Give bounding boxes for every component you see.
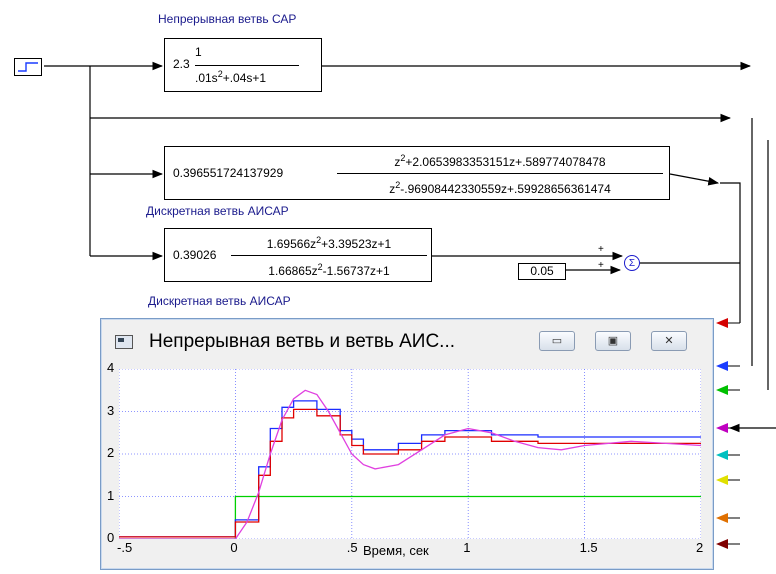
discrete-transfer-block-2[interactable]: 0.39026 1.69566z2+3.39523z+1 1.66865z2-1…	[164, 228, 432, 282]
scope-app-icon	[115, 335, 133, 349]
series-line-3	[119, 408, 701, 538]
y-tick-label: 0	[107, 530, 115, 545]
discrete2-fraction-bar	[231, 255, 427, 256]
series-line-1	[119, 495, 701, 539]
y-tick-label: 2	[107, 445, 115, 460]
x-tick-label: 2	[696, 540, 704, 555]
label-discrete-branch-2: Дискретная ветвь АИСАР	[148, 294, 291, 308]
scope-port-7	[716, 513, 728, 523]
wire-discrete1-out	[669, 173, 720, 186]
scope-port-6	[716, 475, 728, 485]
discrete-transfer-block-1[interactable]: 0.396551724137929 z2+2.0653983353151z+.5…	[164, 146, 670, 200]
sum-block[interactable]: Σ	[624, 255, 640, 271]
discrete1-fraction: z2+2.0653983353151z+.589774078478 z2-.96…	[337, 151, 663, 196]
scope-plot	[119, 369, 701, 539]
scope-window[interactable]: Непрерывная ветвь и ветвь АИС... ▭ ▣ ✕ -…	[100, 318, 714, 570]
discrete1-fraction-bar	[337, 173, 663, 174]
discrete1-numerator: z2+2.0653983353151z+.589774078478	[394, 153, 606, 169]
discrete2-numerator: 1.69566z2+3.39523z+1	[266, 235, 392, 251]
step-source-icon[interactable]	[14, 58, 42, 76]
discrete1-denominator: z2-.96908442330559z+.59928656361474	[389, 180, 611, 196]
close-button[interactable]: ✕	[651, 331, 687, 351]
continuous-denominator: .01s2+.04s+1	[195, 69, 267, 85]
continuous-transfer-block[interactable]: 2.3 1 .01s2+.04s+1	[164, 38, 322, 92]
label-continuous-branch: Непрерывная ветвь САР	[158, 12, 297, 26]
label-discrete-branch-1: Дискретная ветвь АИСАР	[146, 204, 289, 218]
continuous-fraction-bar	[195, 65, 299, 66]
discrete2-gain: 0.39026	[173, 248, 217, 262]
x-tick-label: -.5	[117, 540, 133, 555]
discrete2-fraction: 1.69566z2+3.39523z+1 1.66865z2-1.56737z+…	[231, 233, 427, 278]
continuous-numerator: 1	[195, 45, 202, 59]
y-tick-label: 4	[107, 360, 115, 375]
x-tick-label: .5	[346, 540, 358, 555]
wire-discrete1-down	[720, 182, 741, 323]
x-tick-label: 1.5	[579, 540, 598, 555]
sum-sign-1: +	[598, 244, 604, 255]
scope-title: Непрерывная ветвь и ветвь АИС...	[149, 331, 456, 352]
series-line-4	[119, 389, 701, 539]
constant-block[interactable]: 0.05	[518, 263, 566, 280]
scope-port-3	[716, 385, 728, 395]
x-tick-label: 0	[230, 540, 238, 555]
series-line-2	[119, 400, 701, 538]
discrete1-gain: 0.396551724137929	[173, 166, 284, 180]
x-axis-label: Время, сек	[363, 543, 429, 558]
x-tick-label: 1	[463, 540, 471, 555]
continuous-fraction: 1 .01s2+.04s+1	[195, 45, 266, 85]
scope-port-5	[716, 450, 728, 460]
restore-button[interactable]: ▣	[595, 331, 631, 351]
scope-port-2	[716, 361, 728, 371]
sum-sign-2: +	[598, 260, 604, 271]
scope-port-8	[716, 539, 728, 549]
continuous-gain: 2.3	[173, 57, 190, 71]
y-tick-label: 3	[107, 402, 115, 418]
y-tick-label: 1	[107, 487, 115, 503]
minimize-button[interactable]: ▭	[539, 331, 575, 351]
discrete2-denominator: 1.66865z2-1.56737z+1	[268, 262, 390, 278]
scope-port-1	[716, 318, 728, 328]
scope-port-4	[716, 423, 728, 433]
